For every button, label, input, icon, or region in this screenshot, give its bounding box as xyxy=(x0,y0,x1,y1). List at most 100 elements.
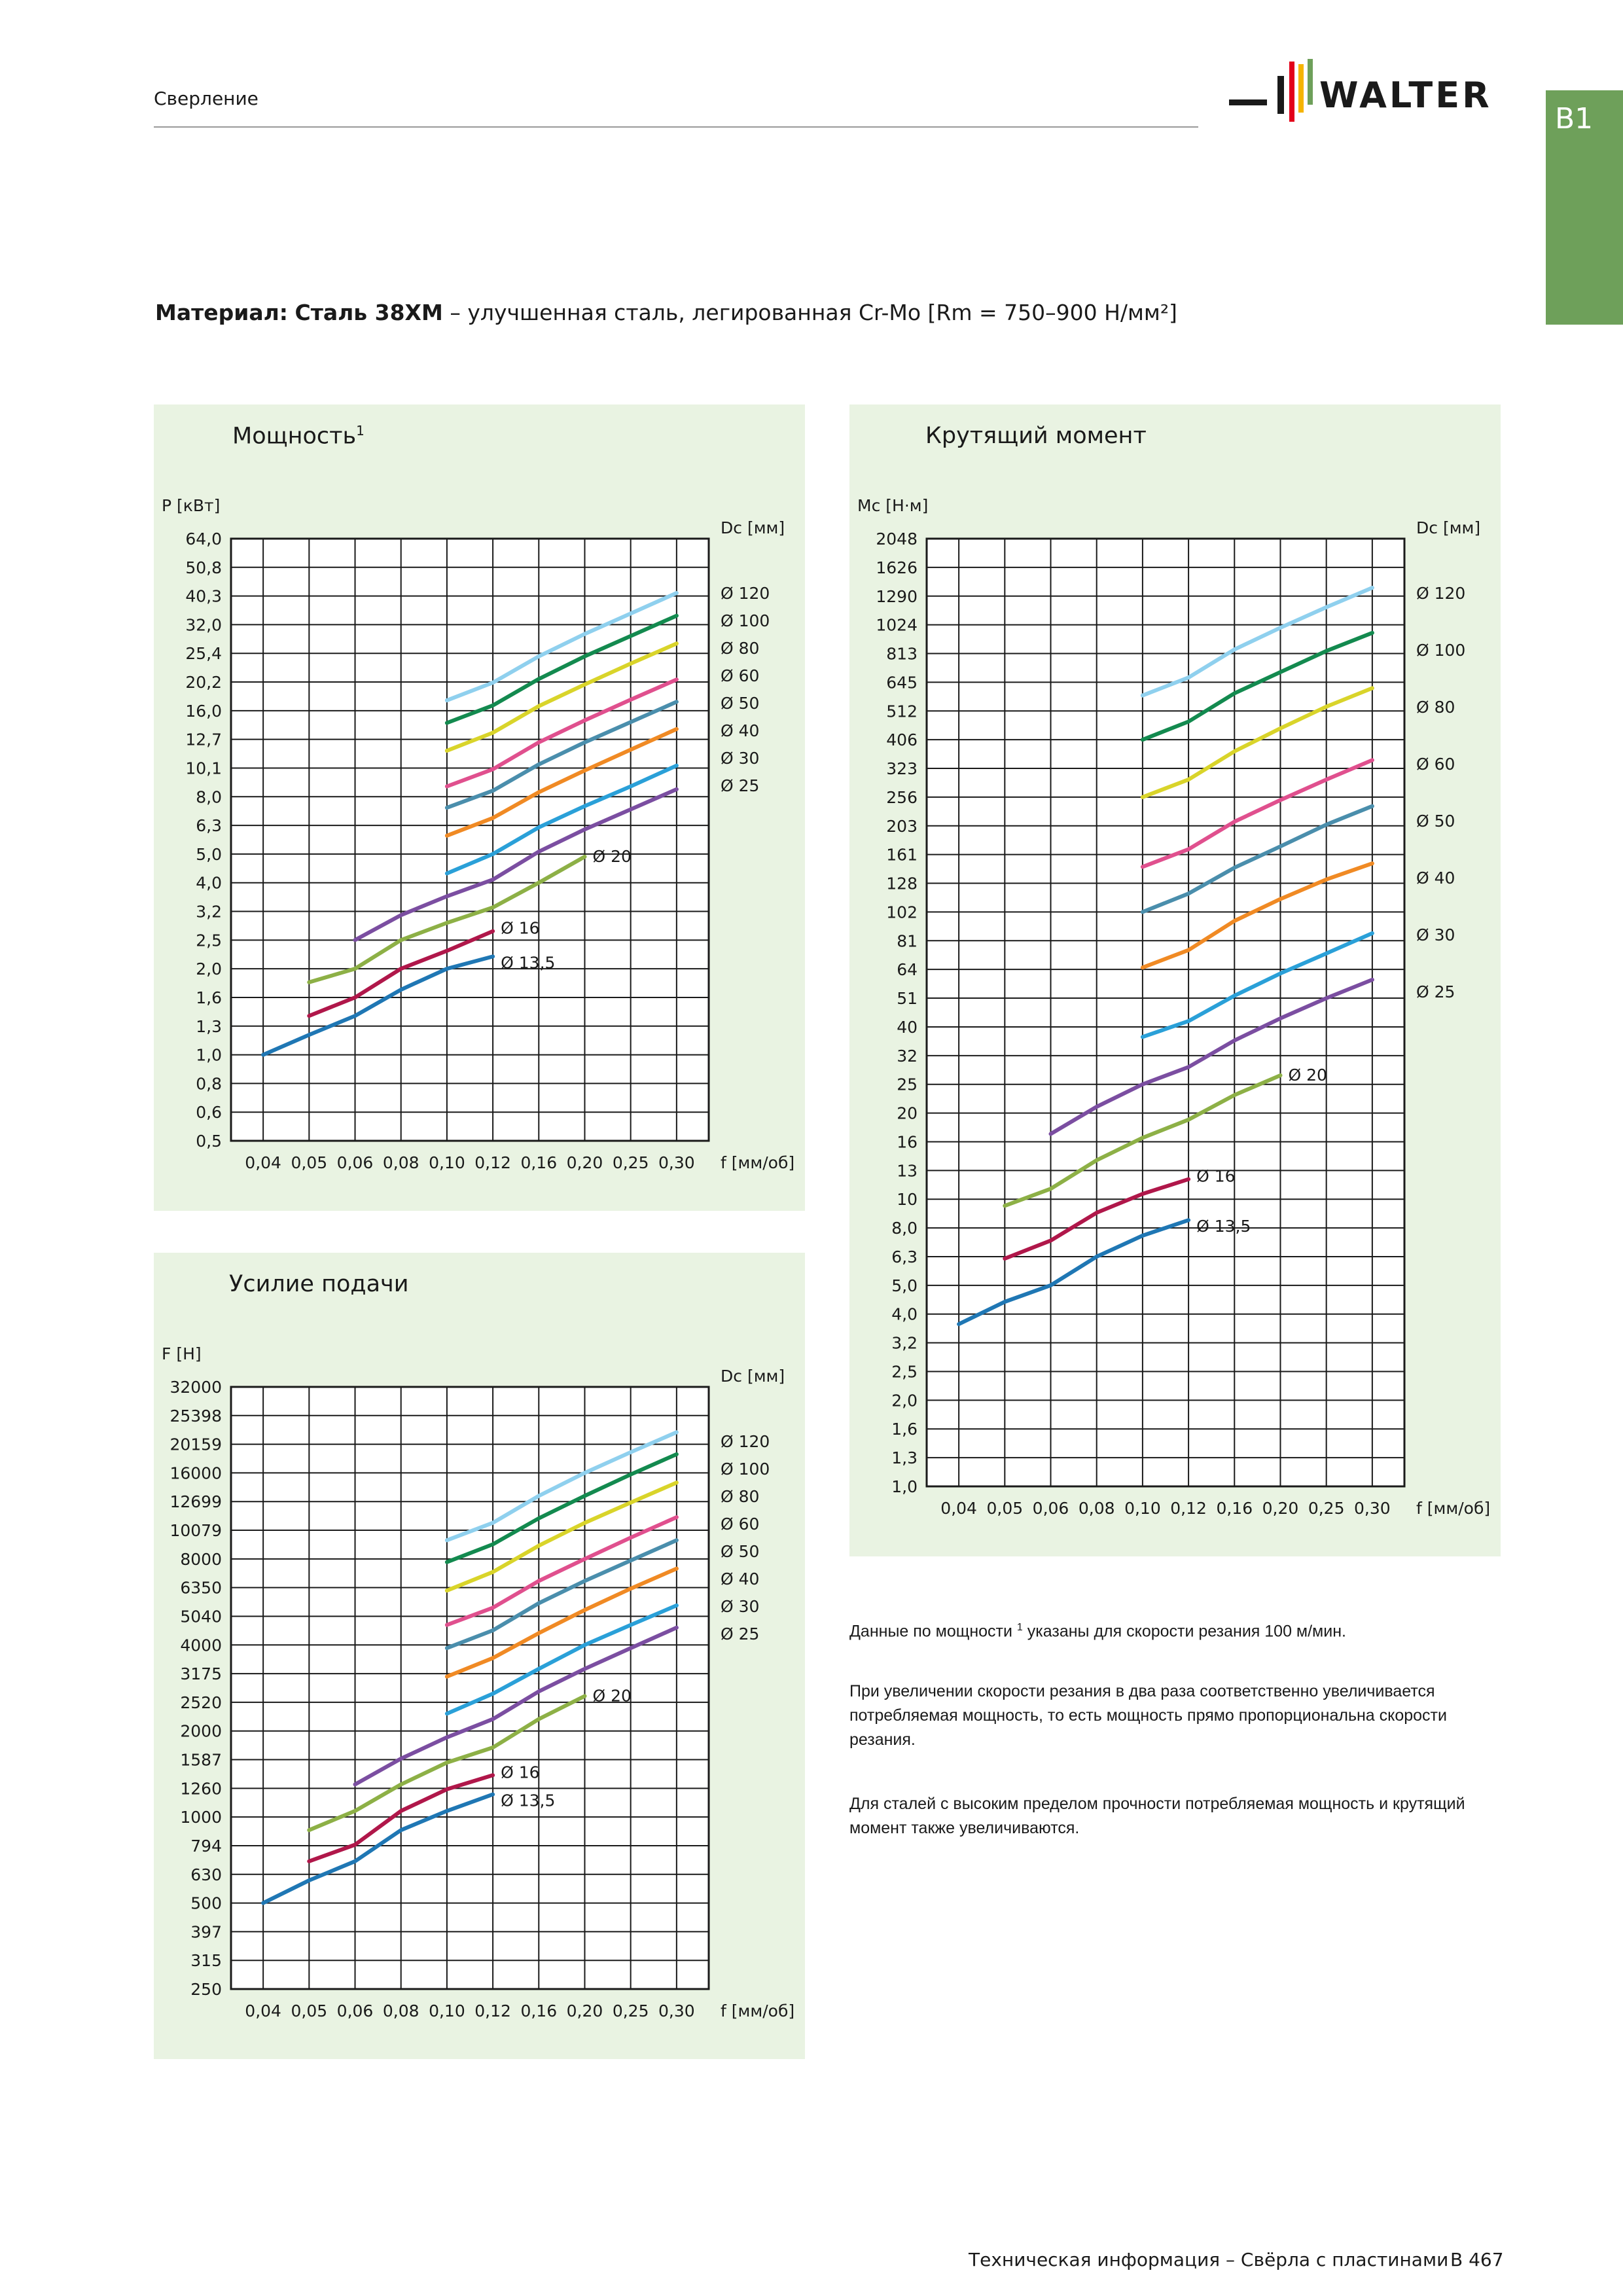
torque-y-tick-label: 8,0 xyxy=(891,1219,918,1238)
torque-series-label: Ø 50 xyxy=(1416,812,1455,831)
power-series-label: Ø 80 xyxy=(721,639,759,658)
power-series-label: Ø 20 xyxy=(592,847,631,866)
feed-y-tick-label: 2520 xyxy=(180,1693,222,1712)
torque-series-line xyxy=(1140,931,1374,1039)
torque-y-tick-label: 40 xyxy=(897,1018,918,1037)
power-series-line xyxy=(444,763,679,876)
torque-series-label: Ø 120 xyxy=(1416,584,1465,603)
feed-y-tick-label: 20159 xyxy=(169,1435,222,1454)
header-rule xyxy=(154,126,1198,128)
torque-x-tick-label: 0,06 xyxy=(1033,1499,1069,1518)
power-y-tick-label: 1,0 xyxy=(196,1046,222,1065)
feed-y-tick-label: 3175 xyxy=(180,1664,222,1683)
power-legend-title: Dc [мм] xyxy=(721,518,785,537)
power-series-line xyxy=(444,613,679,725)
torque-series-label: Ø 16 xyxy=(1196,1167,1235,1186)
feed-chart-panel: Усилие подачи 0,04 0,05 0,06 0,08 0,10 0,12 0,… xyxy=(154,1253,805,2059)
power-series-label: Ø 100 xyxy=(721,611,770,630)
power-x-tick-label: 0,12 xyxy=(474,1153,511,1172)
power-series-label: Ø 16 xyxy=(501,919,539,938)
section-label: Сверление xyxy=(154,88,259,109)
power-y-tick-label: 50,8 xyxy=(185,558,222,577)
torque-y-tick-label: 203 xyxy=(886,817,918,836)
torque-x-tick-label: 0,10 xyxy=(1124,1499,1161,1518)
torque-x-tick-label: 0,04 xyxy=(940,1499,977,1518)
logo-bar-black xyxy=(1277,76,1284,114)
feed-x-tick-label: 0,04 xyxy=(245,2001,281,2020)
torque-y-tick-label: 5,0 xyxy=(891,1276,918,1295)
torque-y-tick-label: 512 xyxy=(886,702,918,721)
torque-series-line xyxy=(1140,758,1374,869)
logo-text: WALTER xyxy=(1319,75,1492,116)
power-note-sup: 1 xyxy=(1016,1622,1023,1633)
torque-y-tick-label: 1,3 xyxy=(891,1448,918,1467)
material-heading: Материал: Сталь 38ХМ – улучшенная сталь,… xyxy=(155,300,1177,325)
power-series-label: Ø 25 xyxy=(721,776,759,795)
power-x-tick-label: 0,25 xyxy=(613,1153,649,1172)
torque-y-tick-label: 16 xyxy=(897,1132,918,1151)
feed-x-tick-label: 0,25 xyxy=(613,2001,649,2020)
torque-y-tick-label: 6,3 xyxy=(891,1247,918,1266)
torque-legend-title: Dc [мм] xyxy=(1416,518,1480,537)
torque-series-label: Ø 60 xyxy=(1416,755,1455,774)
torque-y-tick-label: 161 xyxy=(886,846,918,865)
feed-series-line xyxy=(444,1515,679,1627)
strength-note: Для сталей с высоким пределом прочности … xyxy=(849,1795,1465,1837)
power-y-tick-label: 0,6 xyxy=(196,1103,222,1122)
feed-series-label: Ø 120 xyxy=(721,1432,770,1451)
torque-y-axis-label: Mc [Н·м] xyxy=(857,496,928,515)
power-y-tick-label: 1,3 xyxy=(196,1017,222,1036)
feed-y-tick-label: 6350 xyxy=(180,1579,222,1598)
feed-y-tick-label: 315 xyxy=(190,1951,222,1970)
torque-y-tick-label: 1290 xyxy=(876,587,918,606)
material-name: Сталь 38ХМ xyxy=(294,300,443,325)
footer-title: Техническая информация – Свёрла с пласти… xyxy=(969,2249,1449,2270)
feed-x-tick-label: 0,10 xyxy=(429,2001,465,2020)
feed-series-label: Ø 30 xyxy=(721,1597,759,1616)
feed-x-tick-label: 0,16 xyxy=(520,2001,557,2020)
feed-legend-title: Dc [мм] xyxy=(721,1367,785,1386)
power-note-post: указаны для скорости резания 100 м/мин. xyxy=(1022,1622,1346,1641)
power-series-label: Ø 40 xyxy=(721,721,759,740)
feed-series-label: Ø 20 xyxy=(592,1686,631,1705)
feed-y-tick-label: 500 xyxy=(190,1894,222,1913)
feed-series-line xyxy=(444,1480,679,1593)
torque-y-tick-label: 32 xyxy=(897,1047,918,1066)
power-y-tick-label: 20,2 xyxy=(185,673,222,692)
torque-series-line xyxy=(1140,686,1374,799)
section-tab-label: B1 xyxy=(1555,102,1594,135)
torque-y-tick-label: 4,0 xyxy=(891,1305,918,1324)
torque-y-tick-label: 645 xyxy=(886,673,918,692)
material-description: – улучшенная сталь, легированная Cr-Mo [… xyxy=(442,300,1177,325)
torque-y-tick-label: 406 xyxy=(886,730,918,749)
feed-series-line xyxy=(444,1452,679,1564)
power-y-tick-label: 3,2 xyxy=(196,903,222,922)
power-chart-title: Мощность1 xyxy=(232,423,365,450)
feed-y-tick-label: 397 xyxy=(190,1922,222,1941)
torque-chart-panel: Крутящий момент 0,04 0,05 0,06 0,08 0,10 0,12… xyxy=(849,404,1501,1556)
feed-y-tick-label: 2000 xyxy=(180,1722,222,1741)
feed-series-line xyxy=(353,1625,679,1787)
feed-y-tick-label: 16000 xyxy=(169,1463,222,1482)
power-series-label: Ø 30 xyxy=(721,749,759,768)
torque-x-tick-label: 0,05 xyxy=(986,1499,1023,1518)
power-note-pre: Данные по мощности xyxy=(849,1622,1017,1641)
feed-series-line xyxy=(444,1566,679,1679)
feed-y-tick-label: 1260 xyxy=(180,1779,222,1798)
feed-series-label: Ø 25 xyxy=(721,1624,759,1643)
power-plot-area xyxy=(230,537,710,1142)
torque-y-tick-label: 128 xyxy=(886,874,918,893)
feed-x-axis-label: f [мм/об] xyxy=(721,2001,794,2020)
material-label: Материал: xyxy=(155,300,288,325)
power-y-tick-label: 64,0 xyxy=(185,529,222,548)
power-y-tick-label: 12,7 xyxy=(185,730,222,749)
feed-chart: 0,04 0,05 0,06 0,08 0,10 0,12 0,16 0,20 0,25 0,30… xyxy=(162,1344,794,2020)
power-y-axis-label: P [кВт] xyxy=(162,496,220,515)
power-y-tick-label: 6,3 xyxy=(196,816,222,835)
power-y-tick-label: 16,0 xyxy=(185,702,222,721)
power-series-line xyxy=(444,726,679,838)
feed-y-tick-label: 8000 xyxy=(180,1550,222,1569)
torque-y-tick-label: 20 xyxy=(897,1104,918,1123)
feed-y-tick-label: 1000 xyxy=(180,1808,222,1827)
feed-series-label: Ø 16 xyxy=(501,1763,539,1782)
